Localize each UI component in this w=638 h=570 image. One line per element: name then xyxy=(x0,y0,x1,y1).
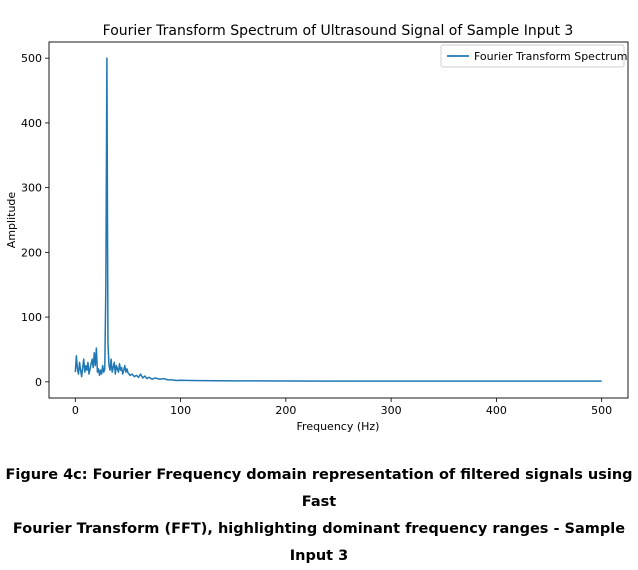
legend-box xyxy=(440,44,625,68)
y-tick-label-400: 400 xyxy=(21,117,42,130)
caption-line-1: Figure 4c: Fourier Frequency domain repr… xyxy=(5,467,633,510)
x-tick-label-500: 500 xyxy=(591,404,612,417)
x-tick-label-400: 400 xyxy=(486,404,507,417)
y-axis-label: Amplitude xyxy=(5,192,18,249)
y-tick-label-300: 300 xyxy=(21,182,42,195)
legend-entry-label: Fourier Transform Spectrum xyxy=(474,50,628,63)
legend: Fourier Transform Spectrum xyxy=(440,44,628,68)
x-tick-label-300: 300 xyxy=(381,404,402,417)
y-tick-label-100: 100 xyxy=(21,311,42,324)
x-tick-label-200: 200 xyxy=(275,404,296,417)
chart-title: Fourier Transform Spectrum of Ultrasound… xyxy=(103,23,574,39)
plot-area: 0 100 200 300 400 500 0 100 200 300 400 500 xyxy=(21,52,612,417)
y-tick-label-0: 0 xyxy=(35,376,42,389)
series-line-0 xyxy=(74,57,602,382)
x-tick-label-0: 0 xyxy=(72,404,79,417)
figure-caption: Figure 4c: Fourier Frequency domain repr… xyxy=(0,462,638,570)
x-axis-label: Frequency (Hz) xyxy=(297,420,380,433)
plot-frame xyxy=(48,41,629,399)
y-tick-label-500: 500 xyxy=(21,52,42,65)
x-tick-label-100: 100 xyxy=(170,404,191,417)
fft-spectrum-chart: Fourier Transform Spectrum of Ultrasound… xyxy=(5,23,629,433)
caption-line-2: Fourier Transform (FFT), highlighting do… xyxy=(12,521,626,564)
y-tick-label-200: 200 xyxy=(21,246,42,259)
